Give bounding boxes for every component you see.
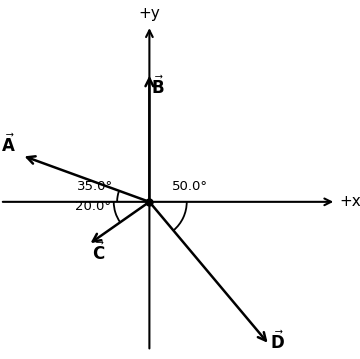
Text: $\vec{\mathbf{B}}$: $\vec{\mathbf{B}}$ <box>151 75 165 98</box>
Text: +x: +x <box>339 194 360 209</box>
Text: 35.0°: 35.0° <box>77 180 113 193</box>
Text: $\vec{\mathbf{A}}$: $\vec{\mathbf{A}}$ <box>1 134 15 157</box>
Text: $\vec{\mathbf{D}}$: $\vec{\mathbf{D}}$ <box>270 330 285 353</box>
Text: $\vec{\mathbf{C}}$: $\vec{\mathbf{C}}$ <box>92 242 105 265</box>
Text: 20.0°: 20.0° <box>75 200 111 214</box>
Text: +y: +y <box>139 6 160 21</box>
Text: 50.0°: 50.0° <box>172 180 208 193</box>
